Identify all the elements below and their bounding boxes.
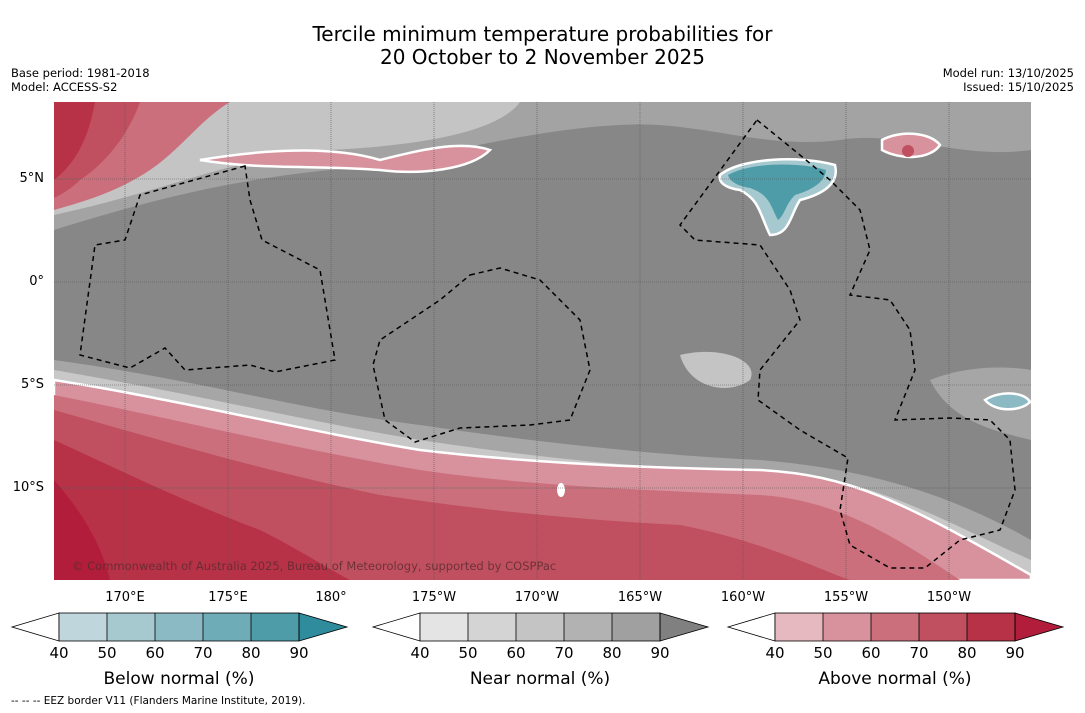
meta-right: Model run: 13/10/2025 Issued: 15/10/2025 [943, 66, 1074, 94]
lon-label-150w: 150°W [926, 590, 972, 605]
lon-label-160w: 160°W [720, 590, 766, 605]
near-normal-blob [680, 351, 752, 388]
map-field [54, 102, 1031, 580]
lon-label-175w: 175°W [411, 590, 457, 605]
cb-below-tick-80: 80 [241, 644, 261, 662]
lat-label-10s: 10°S [12, 480, 44, 495]
cb-above-tick-90: 90 [1005, 644, 1025, 662]
cb-below-tick-70: 70 [193, 644, 213, 662]
cb-below-tick-60: 60 [145, 644, 165, 662]
near-normal-east [930, 367, 1031, 440]
lon-label-180: 180° [315, 590, 347, 605]
lon-label-170w: 170°W [514, 590, 560, 605]
cb-near-tick-70: 70 [554, 644, 574, 662]
above-normal-n-band [199, 144, 493, 174]
lat-label-0: 0° [29, 274, 44, 289]
cb-above-tick-70: 70 [909, 644, 929, 662]
eez-borders [79, 118, 1016, 569]
colorbar-near [371, 612, 710, 642]
above-normal-south-90 [54, 480, 110, 580]
cb-near-tick-60: 60 [506, 644, 526, 662]
white-spot [557, 483, 565, 497]
cb-near-tick-50: 50 [458, 644, 478, 662]
cb-near-tick-80: 80 [602, 644, 622, 662]
cb-near-label: Near normal (%) [469, 669, 611, 689]
cb-below-tick-40: 40 [49, 644, 69, 662]
lon-label-155w: 155°W [823, 590, 869, 605]
above-normal-south-80 [54, 440, 350, 580]
cb-above-tick-60: 60 [861, 644, 881, 662]
lon-label-175e: 175°E [208, 590, 248, 605]
cb-near-tick-90: 90 [650, 644, 670, 662]
title-line-1: Tercile minimum temperature probabilitie… [312, 22, 773, 46]
eez-footnote: -- -- -- EEZ border V11 (Flanders Marine… [11, 695, 306, 707]
lat-label-5n: 5°N [19, 171, 45, 186]
cb-below-label: Below normal (%) [103, 669, 255, 689]
model-run: Model run: 13/10/2025 [942, 66, 1074, 80]
below-normal-patch-80 [728, 164, 826, 220]
lon-label-170e: 170°E [105, 590, 145, 605]
above-normal-nw-80 [54, 102, 95, 180]
base-period: Base period: 1981-2018 [11, 66, 150, 80]
colorbar-above [726, 612, 1065, 642]
colorbar-below [10, 612, 349, 642]
gridlines [54, 102, 1031, 580]
cb-below-tick-50: 50 [97, 644, 117, 662]
cb-above-label: Above normal (%) [818, 669, 972, 689]
meta-left: Base period: 1981-2018 Model: ACCESS-S2 [11, 66, 150, 94]
issued-date: Issued: 15/10/2025 [963, 80, 1074, 94]
cb-above-tick-80: 80 [957, 644, 977, 662]
title-line-2: 20 October to 2 November 2025 [379, 45, 706, 69]
below-normal-east [983, 392, 1031, 411]
lon-label-165w: 165°W [617, 590, 663, 605]
cb-above-tick-40: 40 [765, 644, 785, 662]
above-normal-ne-core [902, 145, 914, 157]
model-name: Model: ACCESS-S2 [11, 80, 118, 94]
copyright-notice: © Commonwealth of Australia 2025, Bureau… [72, 559, 557, 573]
lat-label-5s: 5°S [20, 377, 44, 392]
cb-above-tick-50: 50 [813, 644, 833, 662]
above-normal-ne [880, 132, 942, 159]
cb-below-tick-90: 90 [289, 644, 309, 662]
cb-near-tick-40: 40 [410, 644, 430, 662]
